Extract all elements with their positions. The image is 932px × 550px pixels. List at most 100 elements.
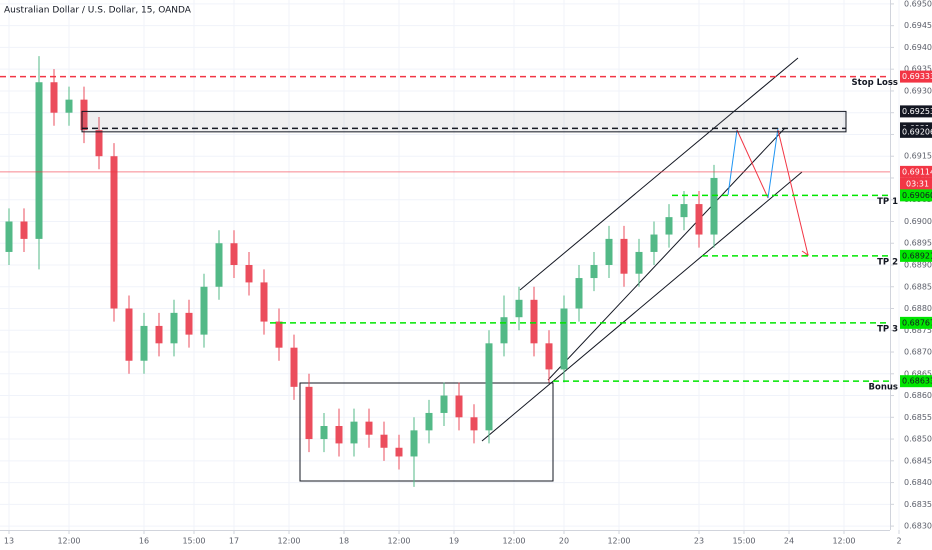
candle-body bbox=[305, 386, 313, 440]
candle-body bbox=[395, 447, 403, 457]
candle-body bbox=[65, 99, 73, 113]
candle-body bbox=[380, 434, 388, 448]
grid bbox=[0, 0, 900, 530]
candle-body bbox=[470, 417, 478, 431]
countdown-badge bbox=[900, 177, 932, 190]
candle-body bbox=[125, 308, 133, 361]
x-tick-label: 15:00 bbox=[732, 537, 755, 546]
candle-body bbox=[680, 204, 688, 218]
candle-body bbox=[320, 426, 328, 440]
y-tick-label: 0.68300 bbox=[904, 522, 932, 531]
channel-line bbox=[481, 171, 803, 442]
x-tick-label: 17 bbox=[229, 537, 239, 546]
price-badge-label: 0.68921 bbox=[902, 251, 932, 260]
chart-title: Australian Dollar / U.S. Dollar, 15, OAN… bbox=[4, 6, 192, 16]
price-badge bbox=[900, 105, 932, 118]
x-tick-label: 13 bbox=[4, 537, 14, 546]
x-tick-label: 23 bbox=[694, 537, 704, 546]
price-zone bbox=[81, 110, 847, 133]
candle-body bbox=[620, 238, 628, 274]
price-badge-label: 0.68633 bbox=[902, 377, 932, 386]
candle-body bbox=[605, 238, 613, 265]
candle-body bbox=[245, 265, 253, 283]
candle-body bbox=[365, 421, 373, 435]
level-label: TP 1 bbox=[877, 197, 898, 207]
candle-body bbox=[50, 82, 58, 113]
countdown-label: 03:31 bbox=[906, 179, 929, 188]
x-tick-label: 20 bbox=[559, 537, 569, 546]
level-label: TP 2 bbox=[877, 257, 898, 267]
x-tick-label: 19 bbox=[449, 537, 459, 546]
price-badge bbox=[900, 70, 932, 83]
candle-body bbox=[410, 430, 418, 457]
price-badge bbox=[900, 165, 932, 178]
level-label: Bonus bbox=[869, 383, 898, 393]
candle-body bbox=[155, 325, 163, 344]
price-badge bbox=[900, 249, 932, 262]
candle-body bbox=[80, 99, 88, 131]
price-badge bbox=[900, 375, 932, 388]
price-badge bbox=[900, 125, 932, 138]
channel-line bbox=[519, 57, 799, 291]
x-tick-label: 12:00 bbox=[387, 537, 410, 546]
x-tick-label: 16 bbox=[139, 537, 149, 546]
candle-body bbox=[455, 395, 463, 418]
x-tick-label: 12:00 bbox=[607, 537, 630, 546]
candle-body bbox=[440, 395, 448, 413]
candle-body bbox=[215, 243, 223, 287]
candle-body bbox=[110, 156, 118, 309]
x-tick-label: 12:00 bbox=[832, 537, 855, 546]
x-tick-label: 12:00 bbox=[502, 537, 525, 546]
candle-body bbox=[335, 426, 343, 444]
candle-body bbox=[140, 325, 148, 361]
candle-body bbox=[635, 251, 643, 274]
x-tick-label: 12:00 bbox=[277, 537, 300, 546]
candle-body bbox=[5, 221, 13, 252]
level-label: Stop Loss bbox=[852, 78, 898, 88]
candle-body bbox=[665, 217, 673, 235]
drawings bbox=[299, 57, 810, 482]
x-tick-label: 18 bbox=[339, 537, 349, 546]
price-badge-label: 0.69333 bbox=[902, 72, 932, 81]
candle-body bbox=[545, 343, 553, 370]
candle-body bbox=[590, 265, 598, 279]
channel-line bbox=[547, 127, 786, 381]
candle-body bbox=[35, 82, 43, 239]
candle-body bbox=[290, 347, 298, 387]
x-tick-label: 24 bbox=[784, 537, 794, 546]
candle-body bbox=[485, 343, 493, 431]
range-box bbox=[299, 382, 554, 482]
candle-body bbox=[260, 282, 268, 322]
price-badge-label: 0.68767 bbox=[902, 318, 932, 327]
price-badge bbox=[900, 189, 932, 202]
projection-arrow bbox=[736, 129, 769, 199]
candle-body bbox=[200, 286, 208, 335]
candle-body bbox=[710, 177, 718, 235]
candle-body bbox=[650, 234, 658, 252]
price-badge-label: 0.69206 bbox=[902, 127, 932, 136]
candle-body bbox=[425, 412, 433, 431]
candle-body bbox=[185, 312, 193, 335]
price-badge-label: 0.69253 bbox=[902, 107, 932, 116]
candle-body bbox=[560, 308, 568, 370]
candle-body bbox=[95, 130, 103, 157]
projection-arrow bbox=[767, 127, 779, 199]
candle-body bbox=[275, 321, 283, 348]
projection-arrow bbox=[777, 129, 809, 256]
